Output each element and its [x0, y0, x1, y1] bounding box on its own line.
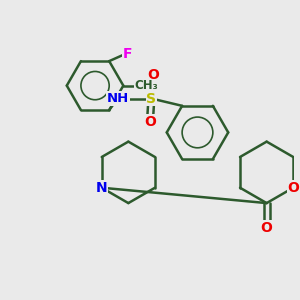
Text: O: O [287, 181, 299, 195]
Text: F: F [123, 47, 132, 61]
Text: O: O [144, 115, 156, 129]
Text: N: N [96, 181, 107, 195]
Text: O: O [261, 221, 273, 235]
Text: NH: NH [106, 92, 129, 105]
Text: CH₃: CH₃ [135, 79, 159, 92]
Text: S: S [146, 92, 156, 106]
Text: O: O [147, 68, 159, 82]
